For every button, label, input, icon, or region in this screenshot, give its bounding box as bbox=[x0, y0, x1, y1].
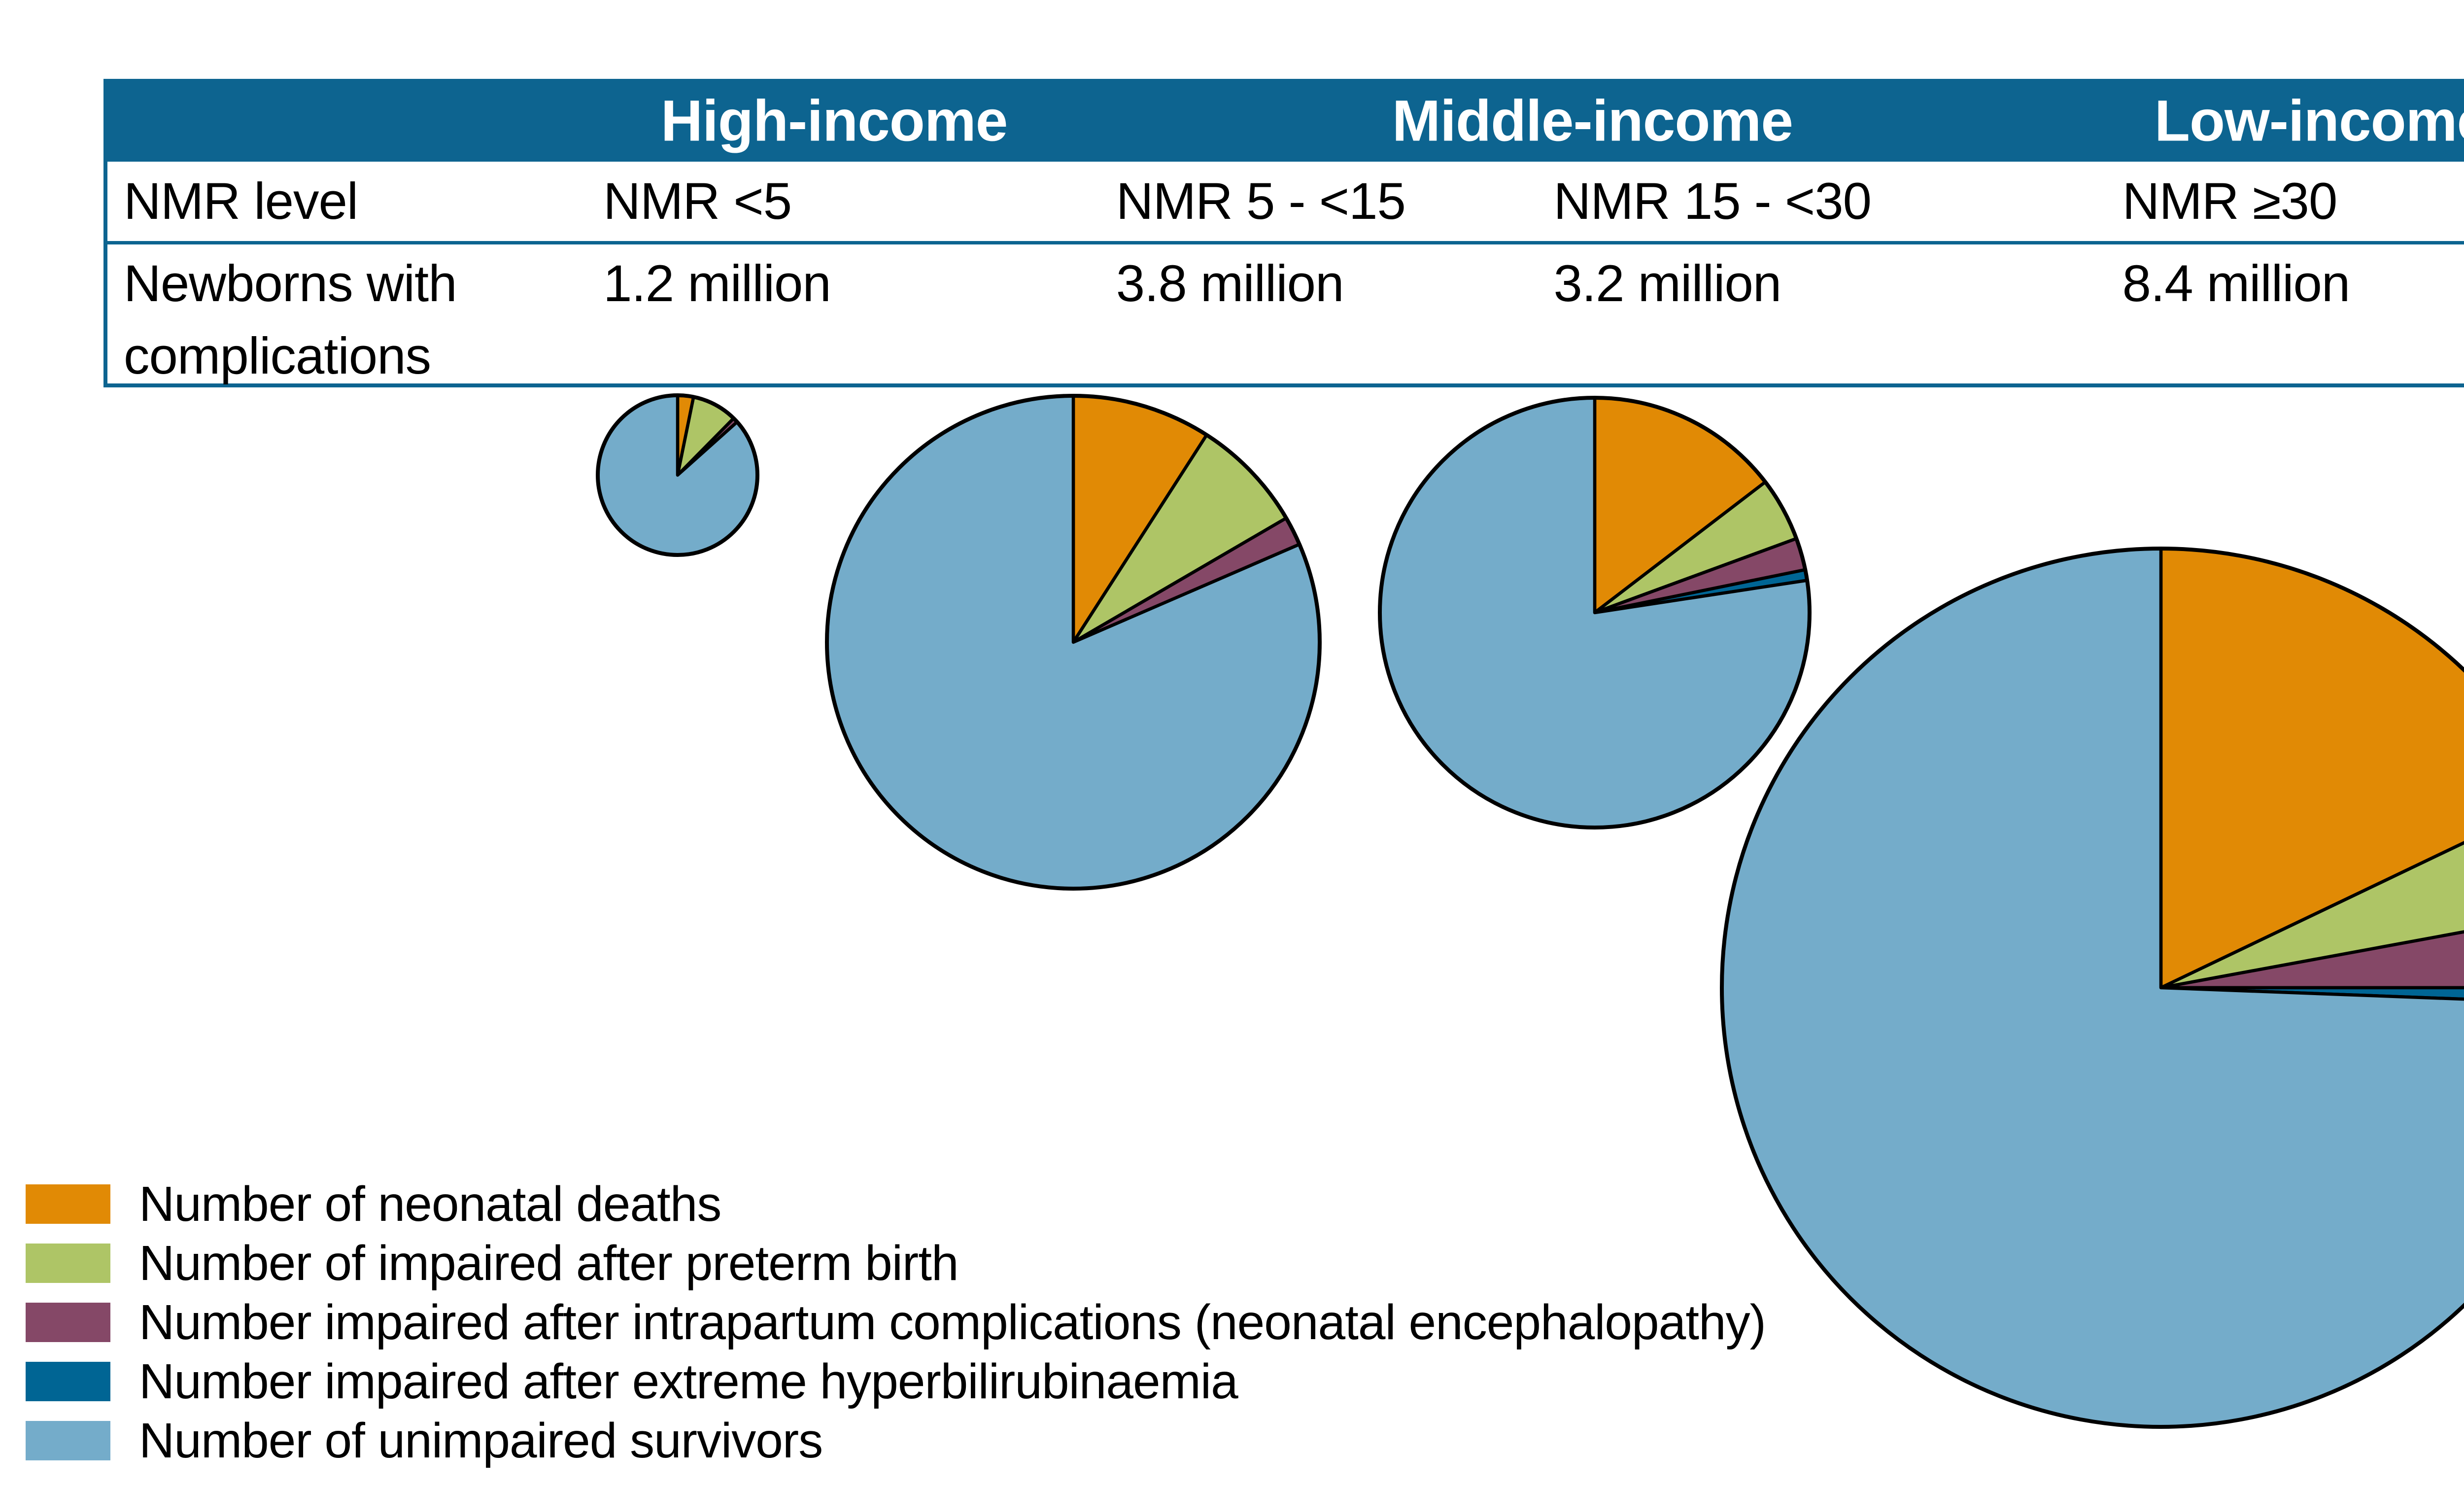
intrapartum-swatch-icon bbox=[26, 1303, 110, 1342]
row-header-newborns: Newborns with complications bbox=[124, 255, 457, 385]
nmr-value-mid2: NMR 15 - <30 bbox=[1553, 172, 1872, 230]
legend-item-intrapartum: Number impaired after intrapartum compli… bbox=[26, 1293, 1766, 1352]
income-header-low: Low-income bbox=[2154, 88, 2464, 154]
preterm-swatch-icon bbox=[26, 1244, 110, 1283]
newborns-mid1: 3.8 million bbox=[1116, 255, 1344, 312]
income-header-row: High-income Middle-income Low-income bbox=[107, 83, 2464, 162]
unimpaired-swatch-icon bbox=[26, 1421, 110, 1460]
table-row-divider bbox=[107, 241, 2464, 244]
row-header-nmr-level: NMR level bbox=[124, 172, 358, 230]
pie-outline bbox=[596, 393, 759, 557]
pie-outline bbox=[1378, 396, 1812, 829]
newborns-high: 1.2 million bbox=[603, 255, 831, 312]
pie-slice-intrapartum bbox=[2159, 930, 2464, 990]
hyperbilirubinaemia-swatch-icon bbox=[26, 1362, 110, 1401]
pie-middle-income-NMR 15 - <30 bbox=[1378, 396, 1812, 829]
legend-item-preterm: Number of impaired after preterm birth bbox=[26, 1234, 1766, 1293]
legend-label: Number of neonatal deaths bbox=[139, 1176, 721, 1232]
income-header-high: High-income bbox=[660, 88, 1008, 154]
deaths-swatch-icon bbox=[26, 1184, 110, 1224]
pie-outline bbox=[825, 394, 1322, 891]
income-header-middle: Middle-income bbox=[1392, 88, 1793, 154]
legend-item-deaths: Number of neonatal deaths bbox=[26, 1175, 1766, 1234]
pie-low-income-NMR ≥30 bbox=[1720, 547, 2464, 1429]
table-row-nmr-level: NMR level NMR <5 NMR 5 - <15 NMR 15 - <3… bbox=[107, 162, 2464, 241]
pie-high-income-NMR <5 bbox=[596, 393, 759, 557]
legend-item-unimpaired: Number of unimpaired survivors bbox=[26, 1411, 1766, 1470]
legend-item-hyperbilirubinaemia: Number impaired after extreme hyperbilir… bbox=[26, 1352, 1766, 1411]
nmr-table: High-income Middle-income Low-income NMR… bbox=[103, 79, 2464, 387]
legend-label: Number of impaired after preterm birth bbox=[139, 1235, 959, 1291]
pie-outline bbox=[1720, 547, 2464, 1429]
legend-label: Number impaired after extreme hyperbilir… bbox=[139, 1353, 1238, 1409]
legend-label: Number impaired after intrapartum compli… bbox=[139, 1294, 1766, 1350]
nmr-value-high: NMR <5 bbox=[603, 172, 792, 230]
table-row-newborns: Newborns with complications 1.2 million … bbox=[107, 244, 2464, 385]
legend-label: Number of unimpaired survivors bbox=[139, 1413, 823, 1468]
pie-middle-income-NMR 5 - <15 bbox=[825, 394, 1322, 891]
pie-slice-preterm bbox=[2159, 841, 2464, 990]
nmr-value-low: NMR ≥30 bbox=[2122, 172, 2338, 230]
newborns-mid2: 3.2 million bbox=[1553, 255, 1782, 312]
newborns-low: 8.4 million bbox=[2122, 255, 2351, 312]
nmr-value-mid1: NMR 5 - <15 bbox=[1116, 172, 1406, 230]
legend: Number of neonatal deaths Number of impa… bbox=[26, 1175, 1766, 1470]
